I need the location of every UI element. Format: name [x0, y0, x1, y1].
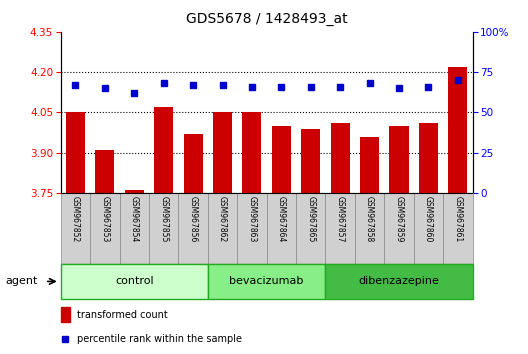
Bar — [61, 307, 70, 322]
Text: GSM967859: GSM967859 — [394, 196, 403, 243]
Bar — [213, 112, 232, 193]
Text: GSM967858: GSM967858 — [365, 196, 374, 243]
Bar — [355, 193, 384, 264]
Text: GSM967856: GSM967856 — [188, 196, 197, 243]
Text: GSM967864: GSM967864 — [277, 196, 286, 243]
Bar — [125, 190, 144, 193]
Text: GSM967852: GSM967852 — [71, 196, 80, 243]
Bar — [208, 193, 237, 264]
Bar — [66, 112, 85, 193]
Bar — [178, 193, 208, 264]
Bar — [301, 129, 320, 193]
Text: GSM967855: GSM967855 — [159, 196, 168, 243]
Text: GSM967861: GSM967861 — [454, 196, 463, 243]
Text: control: control — [115, 276, 154, 286]
Bar — [95, 150, 115, 193]
Bar — [149, 193, 178, 264]
Text: GSM967860: GSM967860 — [424, 196, 433, 243]
Bar — [384, 193, 414, 264]
Bar — [61, 193, 90, 264]
Text: GSM967862: GSM967862 — [218, 196, 227, 243]
Bar — [267, 193, 296, 264]
Text: GSM967863: GSM967863 — [248, 196, 257, 243]
Text: dibenzazepine: dibenzazepine — [359, 276, 439, 286]
Bar — [390, 126, 409, 193]
Text: bevacizumab: bevacizumab — [230, 276, 304, 286]
Text: GSM967865: GSM967865 — [306, 196, 315, 243]
Bar — [419, 123, 438, 193]
Text: GSM967854: GSM967854 — [130, 196, 139, 243]
Bar — [119, 193, 149, 264]
Bar — [414, 193, 443, 264]
Bar — [242, 112, 261, 193]
Text: GSM967857: GSM967857 — [336, 196, 345, 243]
Bar — [154, 107, 173, 193]
Bar — [61, 264, 208, 299]
Bar — [443, 193, 473, 264]
Bar — [331, 123, 350, 193]
Text: GDS5678 / 1428493_at: GDS5678 / 1428493_at — [186, 12, 347, 27]
Bar — [325, 264, 473, 299]
Bar — [90, 193, 119, 264]
Bar — [237, 193, 267, 264]
Bar — [272, 126, 291, 193]
Bar — [184, 134, 203, 193]
Bar — [296, 193, 325, 264]
Bar — [360, 137, 379, 193]
Bar — [325, 193, 355, 264]
Bar — [448, 67, 467, 193]
Text: agent: agent — [5, 276, 37, 286]
Bar — [208, 264, 325, 299]
Text: GSM967853: GSM967853 — [100, 196, 109, 243]
Text: percentile rank within the sample: percentile rank within the sample — [77, 333, 242, 344]
Text: transformed count: transformed count — [77, 310, 168, 320]
